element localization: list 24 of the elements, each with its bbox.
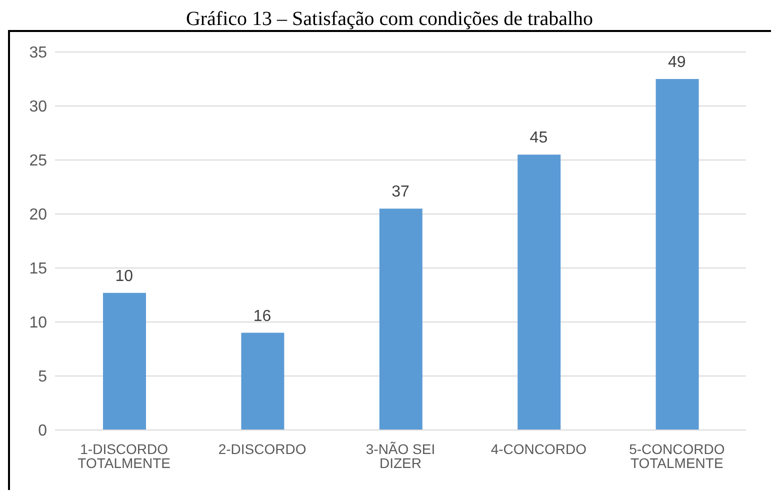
bar [103,292,146,430]
bar [379,208,422,430]
annotation: 49 [668,54,686,71]
y-tick-label: 25 [29,152,48,170]
y-tick-label: 5 [38,368,48,386]
annotation: 45 [530,130,548,147]
y-tick-label: 15 [29,260,48,278]
y-tick-label: 10 [29,314,48,332]
x-tick-label: 4-CONCORDO [490,440,587,457]
x-tick-label: 5-CONCORDO TOTALMENTE [629,440,725,471]
y-tick-label: 20 [29,206,48,224]
y-tick-label: 30 [29,98,48,116]
annotation: 10 [115,268,134,285]
y-tick-label: 0 [38,422,48,440]
x-tick-label: 3-NÃO SEI DIZER [366,440,436,471]
annotation: 37 [392,184,410,201]
bar [518,154,561,430]
bar [656,79,699,430]
bar [241,332,284,430]
x-tick-label: 1-DISCORDO TOTALMENTE [78,440,171,471]
y-tick-label: 35 [29,44,48,62]
annotation: 16 [253,308,272,325]
chart-title: Gráfico 13 – Satisfação com condições de trabalho [184,8,594,30]
x-tick-label: 2-DISCORDO [218,440,306,457]
